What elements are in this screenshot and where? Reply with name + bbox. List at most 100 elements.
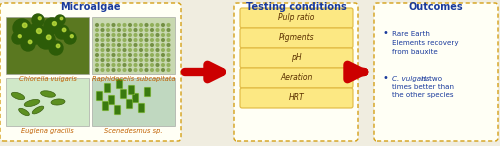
Circle shape [123,24,126,26]
Circle shape [64,32,76,44]
Circle shape [134,34,137,36]
Circle shape [167,39,170,41]
Circle shape [150,69,154,71]
Circle shape [118,49,120,51]
Circle shape [128,49,132,51]
FancyBboxPatch shape [240,88,353,108]
Circle shape [118,44,120,46]
Circle shape [128,64,132,66]
Circle shape [134,29,137,31]
FancyBboxPatch shape [120,89,127,99]
Circle shape [140,69,142,71]
Circle shape [162,59,164,61]
Circle shape [128,44,132,46]
Circle shape [36,28,42,33]
Text: •: • [383,73,389,83]
FancyBboxPatch shape [96,91,103,101]
Circle shape [156,34,159,36]
Circle shape [128,29,132,31]
Circle shape [167,69,170,71]
FancyBboxPatch shape [138,103,145,113]
Text: Pulp ratio: Pulp ratio [278,13,314,22]
Circle shape [96,49,98,51]
Text: Raphidocelis subcapitata: Raphidocelis subcapitata [92,76,175,82]
Text: •: • [383,28,389,38]
Circle shape [55,25,69,39]
Circle shape [28,40,32,44]
Circle shape [156,69,159,71]
Circle shape [167,54,170,56]
Text: Microalgae: Microalgae [60,2,121,12]
Circle shape [150,49,154,51]
Ellipse shape [40,91,56,97]
Circle shape [128,34,132,36]
Circle shape [140,39,142,41]
Circle shape [106,54,110,56]
Circle shape [44,18,60,34]
Circle shape [22,23,27,28]
Circle shape [156,29,159,31]
Circle shape [150,39,154,41]
Circle shape [52,22,56,26]
Circle shape [118,69,120,71]
FancyBboxPatch shape [144,87,151,97]
Circle shape [118,59,120,61]
Circle shape [145,69,148,71]
Circle shape [32,14,44,26]
Text: HRT: HRT [288,93,304,102]
Circle shape [112,54,115,56]
Circle shape [101,64,104,66]
Text: pH: pH [291,53,302,62]
Circle shape [123,59,126,61]
Circle shape [156,64,159,66]
Circle shape [49,41,63,55]
Circle shape [106,34,110,36]
Ellipse shape [24,99,40,107]
Text: Aeration: Aeration [280,73,312,82]
Circle shape [26,24,46,44]
Circle shape [123,64,126,66]
Circle shape [101,54,104,56]
Circle shape [96,64,98,66]
Circle shape [101,34,104,36]
Circle shape [96,44,98,46]
FancyBboxPatch shape [116,79,123,89]
Circle shape [134,39,137,41]
Circle shape [162,54,164,56]
Circle shape [96,24,98,26]
Circle shape [156,54,159,56]
Circle shape [150,29,154,31]
Circle shape [123,69,126,71]
Circle shape [128,24,132,26]
Circle shape [13,19,31,37]
FancyBboxPatch shape [126,99,133,109]
Circle shape [112,24,115,26]
Circle shape [118,39,120,41]
Circle shape [134,69,137,71]
Circle shape [156,44,159,46]
Circle shape [96,34,98,36]
Circle shape [140,64,142,66]
FancyBboxPatch shape [128,85,135,95]
Circle shape [118,54,120,56]
Circle shape [96,69,98,71]
Circle shape [145,49,148,51]
Circle shape [118,29,120,31]
Circle shape [162,49,164,51]
Circle shape [156,59,159,61]
Circle shape [140,59,142,61]
Circle shape [123,34,126,36]
Circle shape [140,34,142,36]
Circle shape [128,54,132,56]
Circle shape [112,29,115,31]
Circle shape [150,34,154,36]
Circle shape [106,39,110,41]
Circle shape [167,24,170,26]
Circle shape [145,64,148,66]
Circle shape [101,39,104,41]
Circle shape [128,39,132,41]
Circle shape [106,44,110,46]
Circle shape [134,54,137,56]
Circle shape [96,29,98,31]
Text: Rare Earth
Elements recovery
from bauxite: Rare Earth Elements recovery from bauxit… [392,31,458,54]
